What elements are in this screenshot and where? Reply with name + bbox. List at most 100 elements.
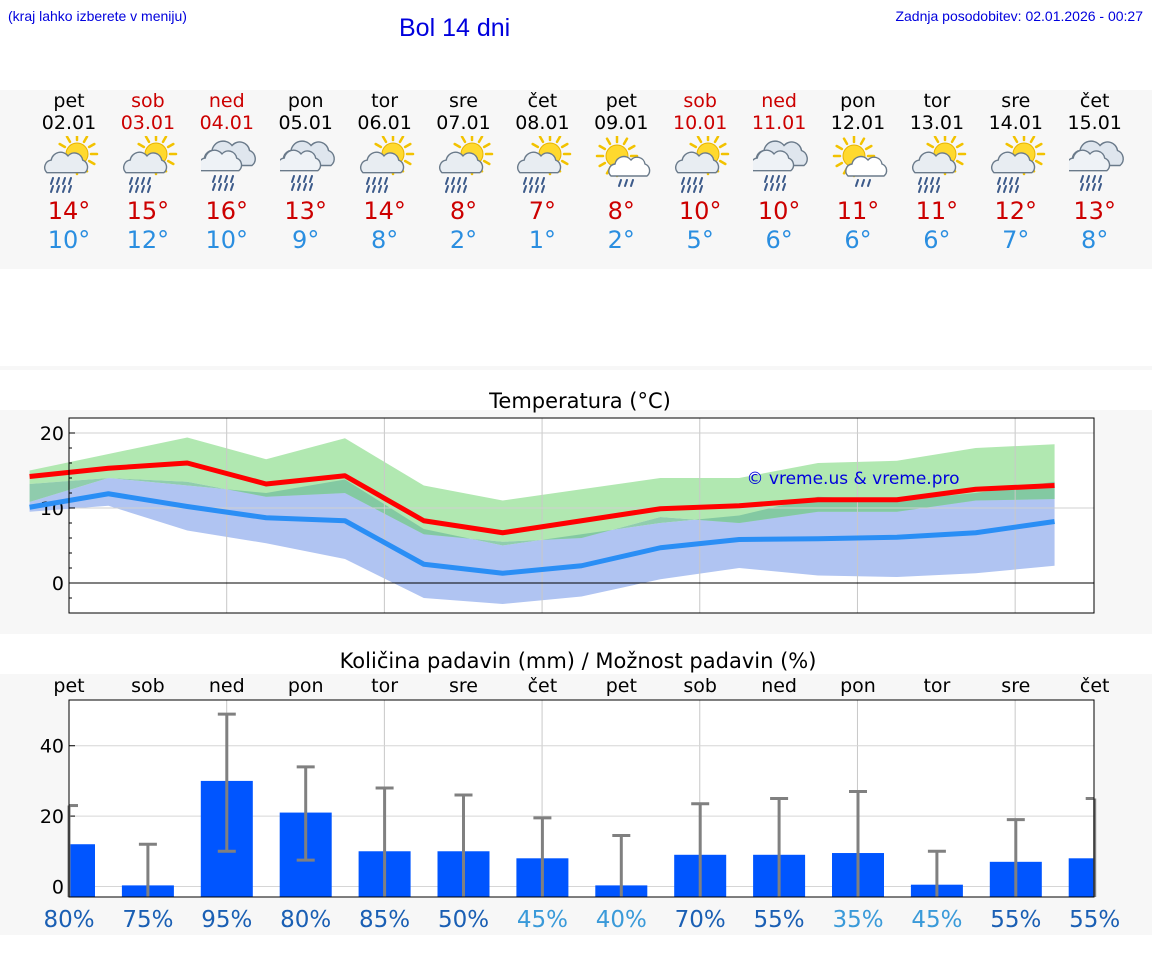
precipitation-day-label: pon bbox=[288, 675, 324, 697]
max-temperature: 11° bbox=[915, 197, 959, 225]
sun-cloud-rain-icon bbox=[359, 136, 414, 193]
precipitation-probability: 95% bbox=[201, 907, 252, 933]
precipitation-chart: Količina padavin (mm) / Možnost padavin … bbox=[40, 649, 1120, 933]
day-date: 14.01 bbox=[988, 112, 1043, 134]
day-name: čet bbox=[1079, 90, 1110, 112]
max-temperature: 14° bbox=[363, 197, 406, 225]
day-name: čet bbox=[527, 90, 558, 112]
min-temperature: 7° bbox=[1002, 226, 1030, 254]
last-update-timestamp: Zadnja posodobitev: 02.01.2026 - 00:27 bbox=[895, 8, 1143, 24]
max-temperature: 7° bbox=[528, 197, 557, 225]
day-name: pet bbox=[53, 90, 85, 112]
max-temperature: 13° bbox=[1073, 197, 1116, 225]
min-temperature-line bbox=[29, 491, 1055, 576]
page-title: Bol 14 dni bbox=[399, 14, 511, 42]
cloud-rain-icon bbox=[753, 140, 808, 191]
precipitation-probability: 75% bbox=[122, 907, 173, 933]
temperature-chart-title: Temperatura (°C) bbox=[488, 389, 671, 413]
sun-cloud-rain-icon bbox=[122, 136, 178, 193]
min-temperature: 10° bbox=[205, 226, 249, 254]
precipitation-day-label: sre bbox=[449, 675, 478, 697]
day-date: 12.01 bbox=[830, 112, 886, 134]
sun-cloud-light-rain-icon bbox=[596, 136, 651, 187]
day-name: tor bbox=[371, 90, 399, 112]
min-temperature: 5° bbox=[686, 226, 714, 254]
day-date: 10.01 bbox=[672, 112, 728, 134]
precipitation-probability: 70% bbox=[675, 907, 726, 933]
min-temperature: 9° bbox=[292, 226, 320, 254]
precipitation-probability: 55% bbox=[1069, 907, 1120, 933]
watermark: © vreme.us & vreme.pro bbox=[746, 469, 959, 489]
day-date: 03.01 bbox=[120, 112, 176, 134]
min-temperature: 1° bbox=[528, 226, 557, 254]
precipitation-plot-frame bbox=[68, 699, 1095, 898]
day-date: 02.01 bbox=[41, 112, 97, 134]
max-temperature: 16° bbox=[205, 197, 249, 225]
y-tick-label: 0 bbox=[52, 876, 64, 898]
day-name: pon bbox=[840, 90, 876, 112]
cloud-rain-icon bbox=[200, 140, 256, 191]
y-tick-label: 40 bbox=[40, 736, 64, 758]
min-temperature: 8° bbox=[1081, 226, 1109, 254]
max-temperature: 10° bbox=[678, 197, 722, 225]
day-date: 09.01 bbox=[594, 112, 649, 134]
max-temperature: 15° bbox=[126, 197, 170, 225]
day-date: 05.01 bbox=[278, 112, 333, 134]
max-temperature: 10° bbox=[757, 197, 801, 225]
sun-cloud-rain-icon bbox=[517, 136, 572, 193]
precipitation-day-label: tor bbox=[371, 675, 398, 697]
day-name: ned bbox=[761, 90, 797, 112]
day-name: sob bbox=[683, 90, 717, 112]
day-date: 04.01 bbox=[199, 112, 254, 134]
day-name: sob bbox=[131, 90, 165, 112]
sun-cloud-rain-icon bbox=[438, 136, 493, 193]
precipitation-probability: 45% bbox=[911, 907, 962, 933]
precipitation-probability: 85% bbox=[359, 907, 410, 933]
location-menu-hint: (kraj lahko izberete v meniju) bbox=[8, 8, 187, 24]
precipitation-day-label: pet bbox=[53, 675, 84, 697]
day-name: pon bbox=[287, 90, 324, 112]
day-date: 15.01 bbox=[1067, 112, 1122, 134]
min-temperature: 12° bbox=[126, 226, 170, 254]
sun-cloud-rain-icon bbox=[990, 136, 1046, 193]
min-temperature: 8° bbox=[370, 226, 399, 254]
precipitation-day-label: sob bbox=[131, 675, 165, 697]
precipitation-bar bbox=[69, 844, 95, 897]
precipitation-probability: 55% bbox=[754, 907, 805, 933]
precipitation-probability: 45% bbox=[517, 907, 568, 933]
max-temperature: 12° bbox=[994, 197, 1038, 225]
temperature-plot-frame bbox=[68, 417, 1095, 614]
day-name: sre bbox=[449, 90, 478, 112]
min-temperature: 6° bbox=[844, 226, 872, 254]
min-temperature: 6° bbox=[923, 226, 951, 254]
day-name: pet bbox=[605, 90, 637, 112]
y-tick-label: 20 bbox=[40, 806, 64, 828]
temperature-band-overlap bbox=[29, 478, 1055, 546]
min-temperature: 6° bbox=[765, 226, 793, 254]
day-date: 13.01 bbox=[909, 112, 965, 134]
sun-cloud-rain-icon bbox=[675, 136, 730, 193]
day-name: sre bbox=[1001, 90, 1031, 112]
precipitation-day-label: sre bbox=[1001, 675, 1030, 697]
forecast-panel bbox=[0, 90, 1152, 269]
precipitation-probability: 80% bbox=[43, 907, 94, 933]
sun-cloud-light-rain-icon bbox=[832, 136, 888, 187]
day-name: tor bbox=[923, 90, 951, 112]
sun-cloud-rain-icon bbox=[911, 136, 967, 193]
max-temperature-range-band bbox=[29, 437, 1055, 542]
day-date: 08.01 bbox=[515, 112, 570, 134]
precipitation-day-label: pet bbox=[606, 675, 637, 697]
y-tick-label: 0 bbox=[52, 573, 64, 595]
precipitation-probability: 55% bbox=[990, 907, 1041, 933]
precipitation-day-label: čet bbox=[1080, 675, 1110, 697]
cloud-rain-icon bbox=[279, 140, 335, 191]
max-temperature: 14° bbox=[47, 197, 91, 225]
precipitation-probability: 35% bbox=[832, 907, 883, 933]
max-temperature: 13° bbox=[284, 197, 327, 225]
y-tick-label: 20 bbox=[40, 423, 64, 445]
divider bbox=[0, 366, 1152, 370]
precipitation-probability: 50% bbox=[438, 907, 489, 933]
min-temperature: 10° bbox=[47, 226, 91, 254]
min-temperature: 2° bbox=[607, 226, 635, 254]
min-temperature: 2° bbox=[449, 226, 478, 254]
